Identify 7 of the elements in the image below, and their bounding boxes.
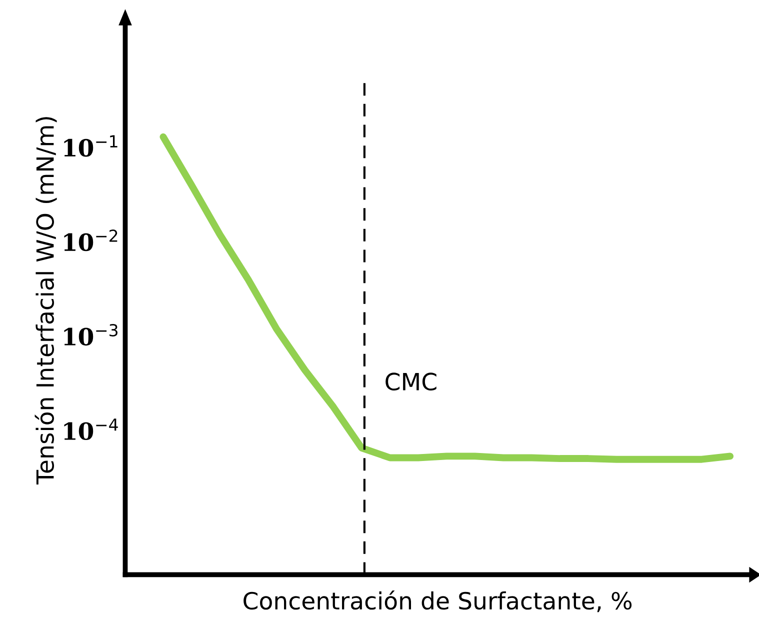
y-tick-label: 10$^{−3}$ — [64, 324, 118, 346]
y-tick-label: 10$^{−4}$ — [64, 418, 118, 440]
x-axis-title: Concentración de Surfactante, % — [244, 590, 632, 612]
y-tick-label: 10$^{−2}$ — [64, 230, 118, 252]
y-tick-label: 10$^{−1}$ — [64, 135, 118, 157]
y-axis-title: Tensión Interfacial W/O (mN/m) — [34, 117, 57, 484]
annotation: CMC — [386, 372, 436, 391]
